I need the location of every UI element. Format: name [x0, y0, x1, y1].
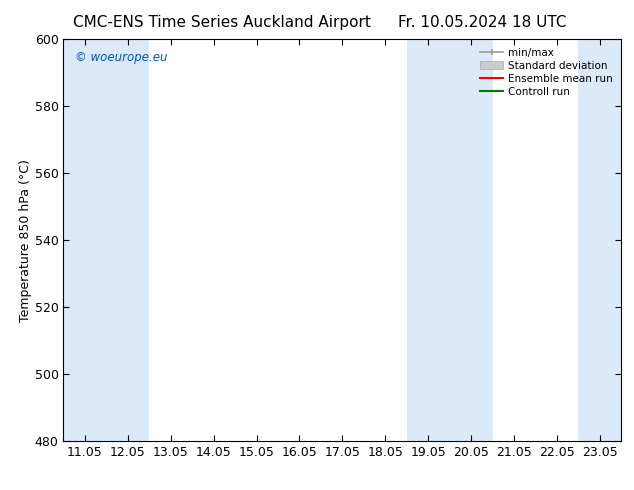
Bar [407, 39, 493, 441]
Legend: min/max, Standard deviation, Ensemble mean run, Controll run: min/max, Standard deviation, Ensemble me… [477, 45, 616, 100]
Y-axis label: Temperature 850 hPa (°C): Temperature 850 hPa (°C) [19, 159, 32, 321]
Text: © woeurope.eu: © woeurope.eu [75, 51, 167, 64]
Text: Fr. 10.05.2024 18 UTC: Fr. 10.05.2024 18 UTC [398, 15, 566, 30]
Bar [578, 39, 621, 441]
Bar [63, 39, 149, 441]
Text: CMC-ENS Time Series Auckland Airport: CMC-ENS Time Series Auckland Airport [73, 15, 371, 30]
